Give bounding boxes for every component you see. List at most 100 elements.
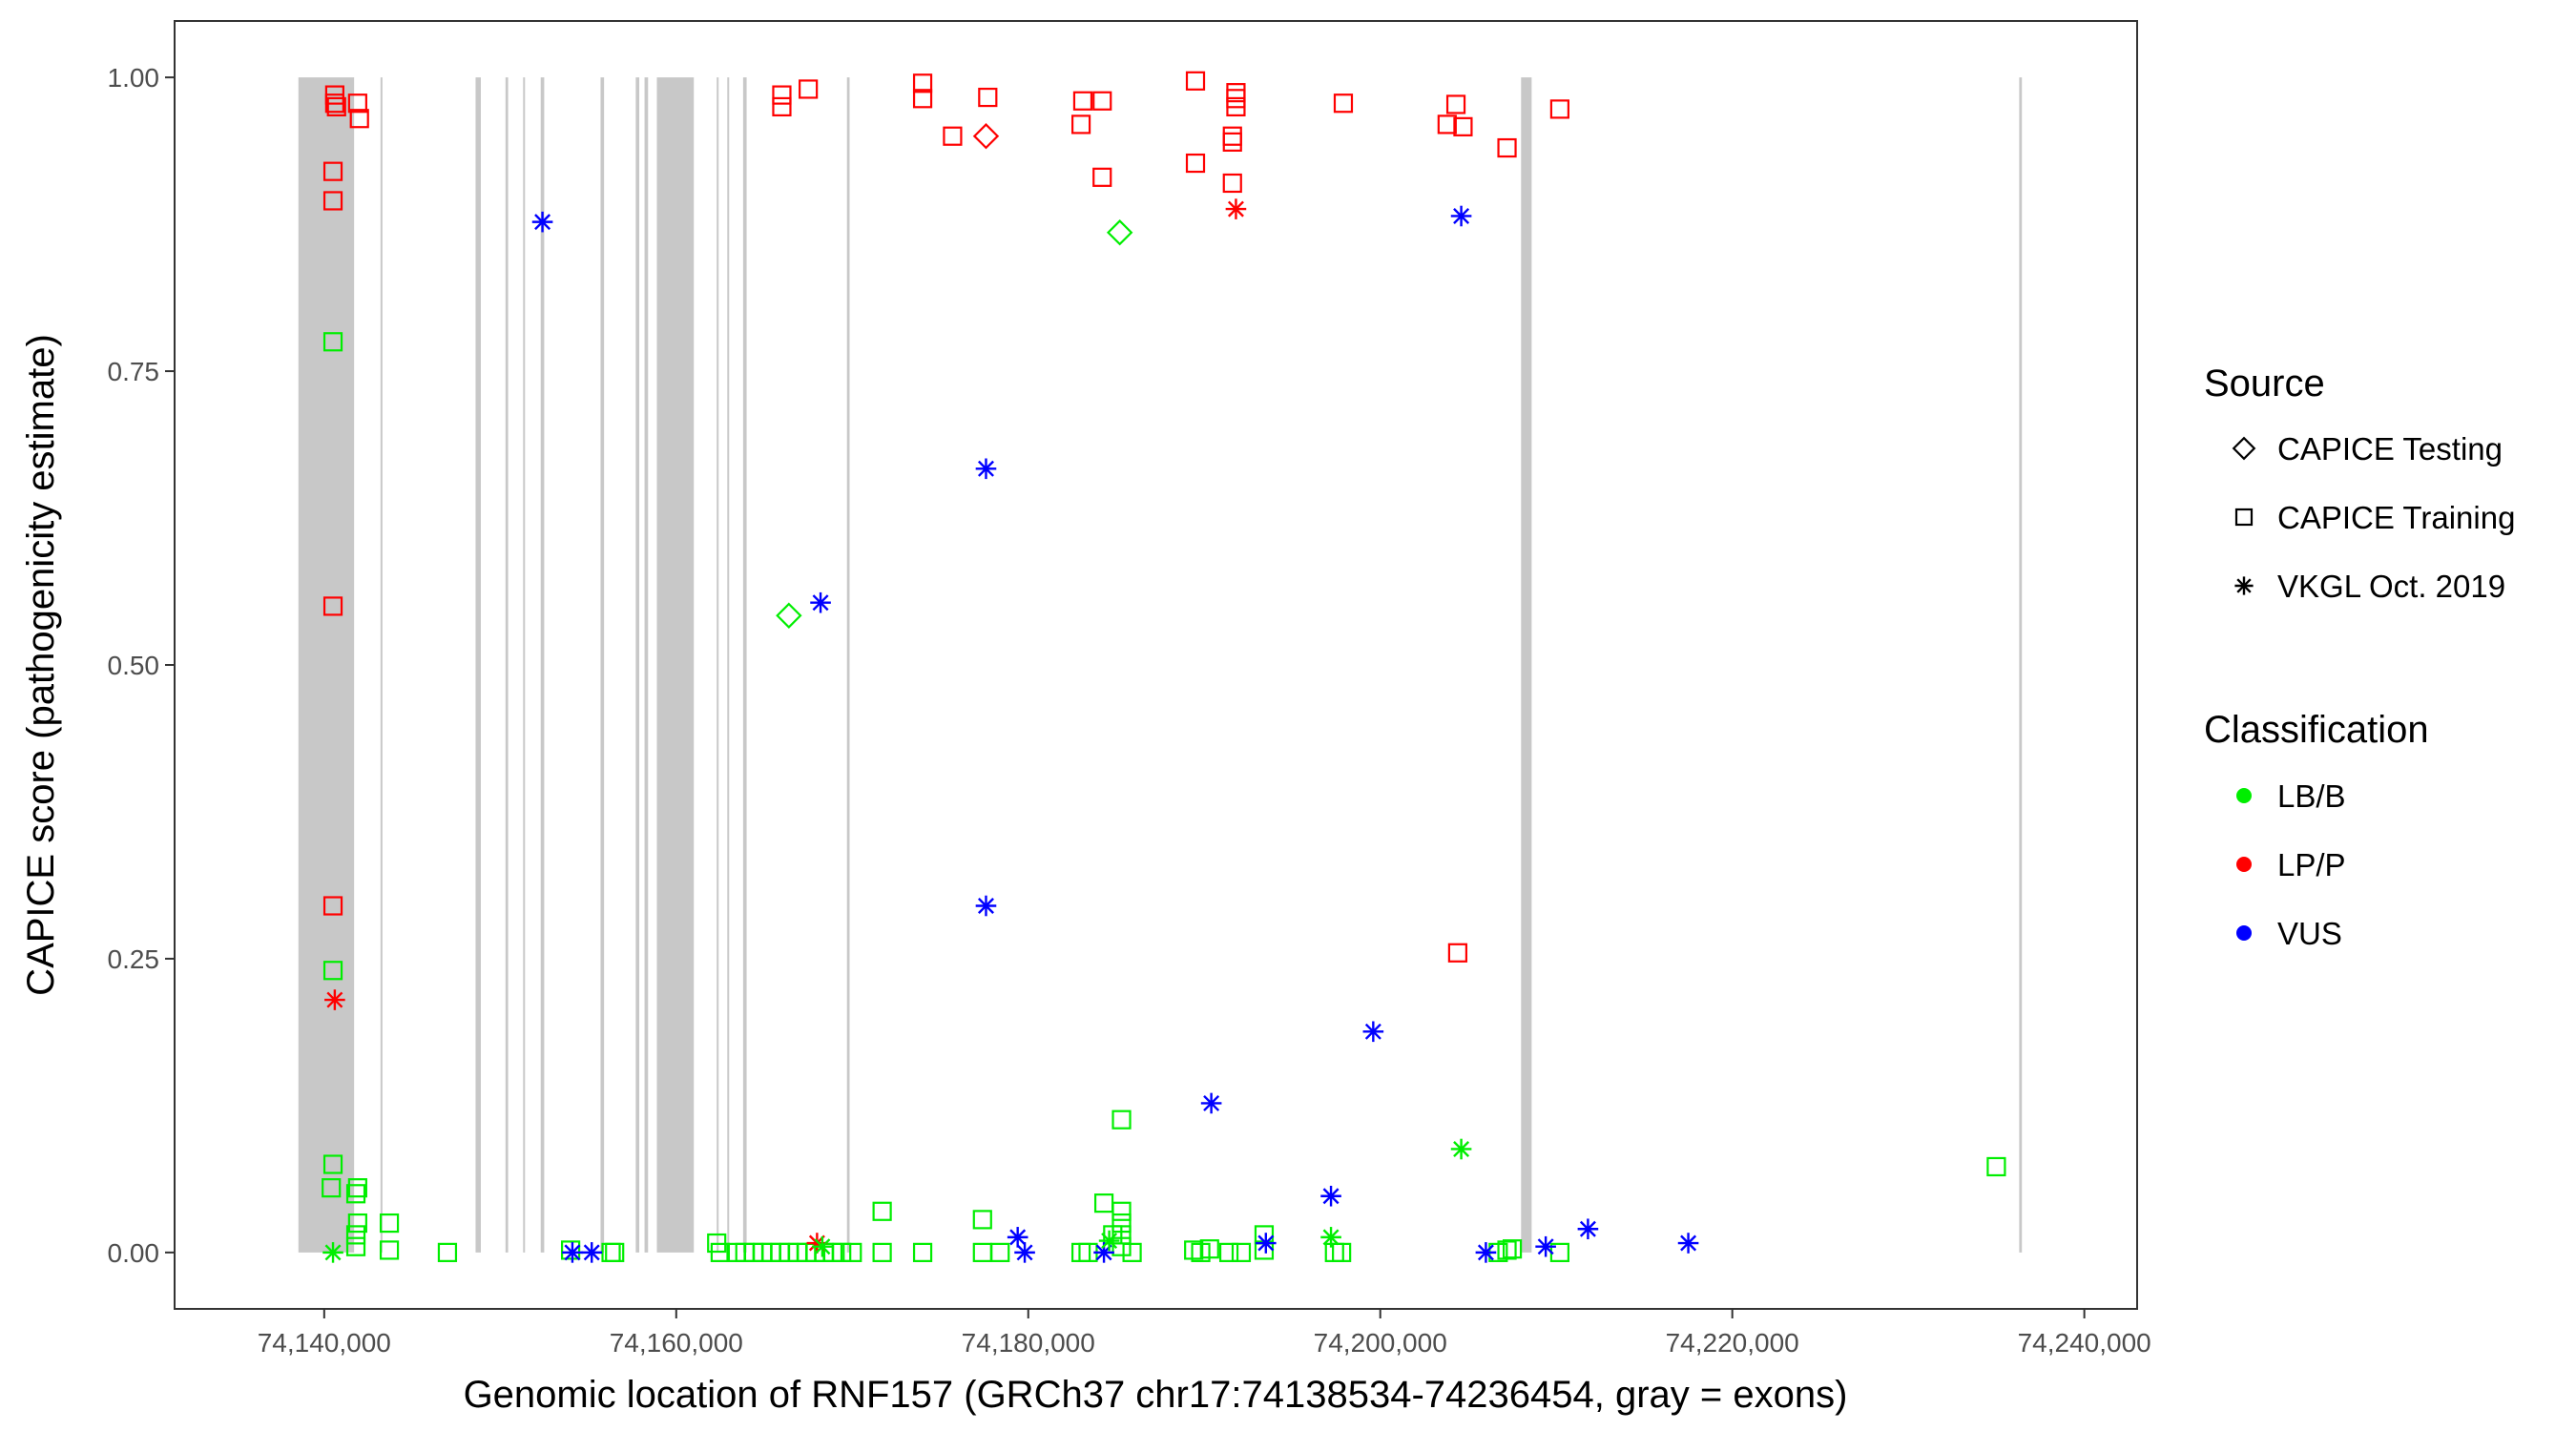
legend-source-key	[2232, 436, 2256, 461]
data-point	[322, 161, 343, 181]
data-point	[912, 1242, 933, 1262]
y-tick-label: 1.00	[108, 63, 160, 93]
exon-band	[717, 77, 719, 1253]
data-point	[1320, 1185, 1341, 1207]
legend-classification-label: VUS	[2277, 916, 2342, 951]
data-point	[1185, 71, 1206, 91]
data-point	[912, 89, 933, 109]
data-point	[776, 602, 802, 629]
data-point	[349, 109, 369, 129]
data-point	[1320, 1227, 1341, 1248]
data-point	[1450, 205, 1472, 227]
data-point	[347, 1178, 367, 1198]
legend-source-label: VKGL Oct. 2019	[2277, 569, 2505, 604]
y-tick-label: 0.25	[108, 944, 160, 974]
data-point	[1014, 1242, 1035, 1263]
legend-source-label: CAPICE Testing	[2277, 431, 2503, 467]
x-axis-title: Genomic location of RNF157 (GRCh37 chr17…	[464, 1374, 1848, 1416]
y-tick-label: 0.50	[108, 651, 160, 680]
y-tick-label: 0.00	[108, 1238, 160, 1268]
data-point	[1447, 943, 1467, 963]
data-point	[1070, 114, 1091, 135]
data-point	[810, 591, 831, 613]
data-point	[324, 989, 345, 1010]
data-point	[326, 96, 346, 117]
data-point	[1333, 93, 1354, 114]
exon-band	[600, 77, 605, 1253]
data-point	[1497, 137, 1517, 158]
data-point	[1226, 96, 1246, 117]
data-point	[1184, 1240, 1204, 1260]
data-point	[379, 1213, 400, 1234]
data-point	[1200, 1092, 1222, 1114]
data-point	[379, 1240, 400, 1260]
legend-classification-key	[2236, 925, 2252, 941]
data-point	[1007, 1227, 1028, 1248]
exon-band	[635, 77, 640, 1253]
data-point	[975, 895, 997, 917]
data-point	[1986, 1156, 2006, 1177]
data-point	[1332, 1242, 1352, 1262]
data-point	[1450, 1138, 1472, 1160]
exon-band	[523, 77, 526, 1253]
data-point	[1199, 1239, 1219, 1259]
data-points	[322, 71, 2006, 1263]
data-point	[322, 191, 343, 211]
data-point	[912, 73, 933, 93]
x-tick-label: 74,200,000	[1314, 1328, 1447, 1358]
data-point	[1111, 1201, 1132, 1221]
data-point	[1111, 1110, 1132, 1130]
data-point	[1222, 132, 1242, 152]
legend-classification-label: LP/P	[2277, 847, 2346, 882]
exon-band	[505, 77, 509, 1253]
data-point	[1072, 91, 1093, 111]
data-point	[1098, 1230, 1120, 1252]
data-point	[772, 85, 792, 105]
legend-classification-key	[2236, 857, 2252, 872]
data-point	[562, 1242, 583, 1263]
x-tick-label: 74,240,000	[2018, 1328, 2151, 1358]
data-point	[710, 1242, 731, 1262]
data-point	[972, 1210, 992, 1230]
legend-classification-title: Classification	[2204, 709, 2429, 751]
legend-classification-label: LB/B	[2277, 778, 2346, 814]
data-point	[872, 1242, 892, 1262]
data-point	[975, 458, 997, 480]
data-point	[1092, 91, 1112, 111]
data-point	[322, 1178, 342, 1198]
data-point	[1185, 153, 1206, 174]
data-point	[1677, 1233, 1699, 1254]
legend-source-label: CAPICE Training	[2277, 500, 2515, 535]
data-point	[1445, 94, 1466, 114]
y-tick-label: 0.75	[108, 357, 160, 386]
y-axis-title: CAPICE score (pathogenicity estimate)	[20, 334, 62, 996]
exon-bands	[298, 77, 2023, 1253]
data-point	[345, 1184, 366, 1204]
data-point	[1549, 99, 1569, 119]
data-point	[842, 1242, 862, 1262]
legend-source-title: Source	[2204, 363, 2325, 404]
data-point	[1218, 1242, 1239, 1262]
x-tick-label: 74,140,000	[258, 1328, 391, 1358]
exon-band	[727, 77, 730, 1253]
data-point	[1092, 167, 1112, 187]
x-tick-label: 74,180,000	[962, 1328, 1095, 1358]
data-point	[347, 93, 367, 114]
x-axis: 74,140,000 74,160,000 74,180,000 74,200,000…	[258, 1309, 2151, 1358]
data-point	[345, 1225, 366, 1245]
exon-band	[298, 77, 355, 1253]
data-point	[322, 961, 343, 981]
data-point	[324, 93, 344, 114]
legend-source-key	[2234, 576, 2254, 595]
data-point	[990, 1242, 1010, 1262]
data-point	[322, 1242, 343, 1263]
exon-band	[644, 77, 649, 1253]
legend-source: Source CAPICE Testing CAPICE Training VKGL…	[2204, 363, 2515, 604]
data-point	[347, 1213, 367, 1234]
data-point	[978, 87, 998, 108]
exon-band	[846, 77, 850, 1253]
data-point	[322, 896, 343, 916]
legend-classification-key	[2236, 788, 2252, 803]
data-point	[1225, 198, 1247, 219]
